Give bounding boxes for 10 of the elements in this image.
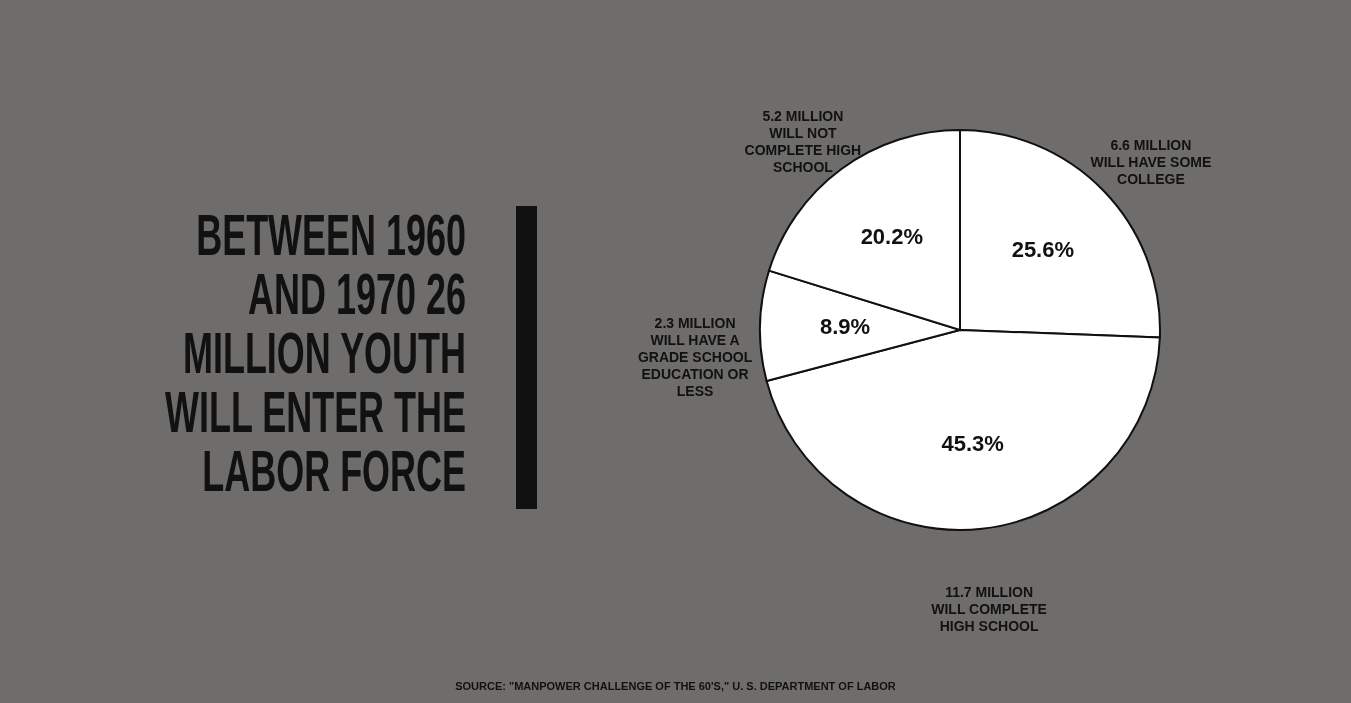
- text: BETWEEN 1960 AND 1970 26 MILLION YOUTH WILL ENTER THE LABOR FORCE: [164, 202, 466, 503]
- data-label: 20.2%: [860, 224, 924, 250]
- slice-label: 5.2 MILLION WILL NOT COMPLETE HIGH SCHOOL: [744, 107, 862, 175]
- data-label: 25.6%: [1011, 237, 1075, 263]
- data-label: 8.9%: [819, 314, 871, 340]
- slice-label: 11.7 MILLION WILL COMPLETE HIGH SCHOOL: [931, 584, 1047, 635]
- slice-label: 2.3 MILLION WILL HAVE A GRADE SCHOOL EDUCATION OR LESS: [637, 315, 753, 400]
- slice-label: 6.6 MILLION WILL HAVE SOME COLLEGE: [1090, 137, 1212, 188]
- source-note: SOURCE: "MANPOWER CHALLENGE OF THE 60'S," U. S. DEPARTMENT OF LABOR: [454, 680, 897, 692]
- data-label: 45.3%: [941, 431, 1004, 457]
